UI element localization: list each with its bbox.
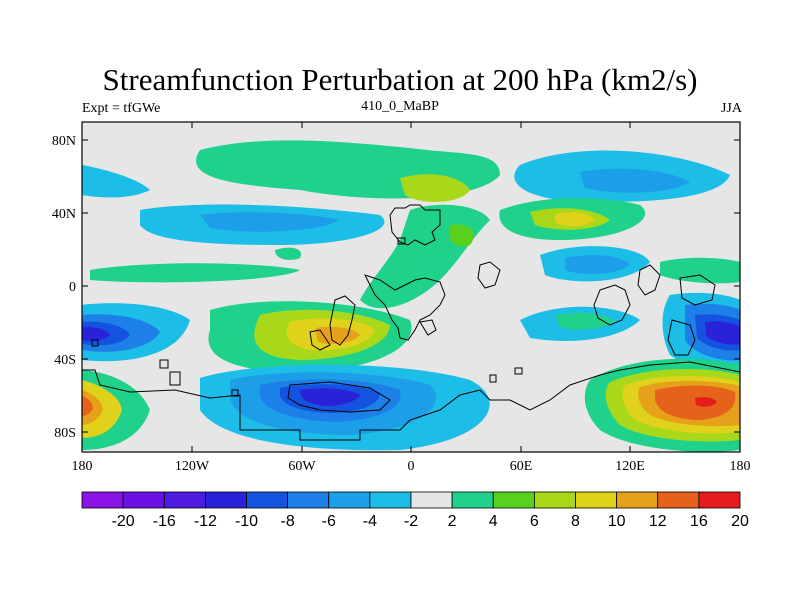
coast-small-4 (231, 389, 239, 397)
colorbar-label: -20 (112, 513, 135, 530)
lon-label-120e: 120E (615, 459, 645, 474)
colorbar-label: 8 (571, 513, 580, 530)
contour-0-blue2 (565, 255, 630, 275)
colorbar: -20 -16 -12 -10 -8 -6 -4 -2 2 4 6 8 10 12 16 20 (81, 491, 749, 530)
contour-sw-blue4 (82, 326, 110, 341)
contour-se60-red (655, 385, 736, 420)
coast-sa-island-1 (159, 359, 169, 369)
colorbar-box (492, 491, 535, 509)
colorbar-label: -12 (194, 513, 217, 530)
contour-small-green (275, 247, 301, 260)
colorbar-box (204, 491, 247, 509)
contour-east-green (660, 257, 740, 284)
lon-label-180e: 180 (730, 459, 751, 474)
contour-se-blue4 (705, 321, 740, 345)
coast-small-3 (514, 367, 523, 375)
lat-axis: 80N 40N 0 40S 80S (52, 134, 740, 441)
colorbar-box (657, 491, 700, 509)
lat-label-40s: 40S (54, 353, 76, 368)
colorbar-box (328, 491, 371, 509)
coast-australia-2 (667, 319, 696, 356)
right-string: JJA (720, 101, 742, 116)
colorbar-label: -10 (235, 513, 258, 530)
contour-40n-blue2 (200, 212, 340, 232)
contour-river-yellow (448, 224, 474, 247)
coastlines (82, 204, 740, 441)
left-string: Expt = tfGWe (82, 101, 161, 116)
colorbar-box (575, 491, 618, 509)
contour-40n-yellow2 (555, 212, 595, 227)
colorbar-label: -6 (322, 513, 336, 530)
colorbar-box (81, 491, 124, 509)
colorbar-label: -4 (363, 513, 377, 530)
colorbar-box (451, 491, 494, 509)
colorbar-label: 10 (608, 513, 626, 530)
lat-label-40n: 40N (52, 207, 76, 222)
colorbar-label: -8 (281, 513, 295, 530)
coast-antarctic-2 (287, 381, 391, 413)
lon-label-120w: 120W (175, 459, 210, 474)
plot-title: Streamfunction Perturbation at 200 hPa (… (102, 62, 698, 97)
contour-swc-red (82, 396, 93, 416)
coast-small-1 (91, 339, 99, 347)
contour-sc-blue5 (300, 388, 360, 406)
colorbar-box (163, 491, 206, 509)
colorbar-label: 16 (690, 513, 708, 530)
lat-label-80n: 80N (52, 134, 76, 149)
coast-asia-2 (637, 264, 661, 296)
coast-africa-1 (364, 274, 446, 341)
colorbar-label: 6 (530, 513, 539, 530)
lon-label-60w: 60W (288, 459, 316, 474)
colorbar-label: 12 (649, 513, 667, 530)
coast-asia-1 (593, 284, 631, 326)
coast-small-5 (397, 237, 406, 245)
colorbar-label: -16 (153, 513, 176, 530)
coast-sa-island-2 (169, 371, 181, 386)
coast-antarctic-1 (82, 361, 740, 441)
colorbar-box (410, 491, 453, 509)
coast-africa-2 (419, 319, 437, 336)
colorbar-box (287, 491, 330, 509)
contour-ne-blue2 (580, 168, 690, 193)
coast-india (477, 261, 501, 289)
colorbar-label: 2 (448, 513, 457, 530)
lon-axis: 180 120W 60W 0 60E 120E 180 (72, 122, 751, 474)
colorbar-box (122, 491, 165, 509)
contour-mid-green (555, 312, 615, 330)
coast-america-2 (329, 295, 356, 346)
coast-america-1 (309, 329, 331, 351)
center-string: 410_0_MaBP (361, 99, 439, 114)
contour-fill (82, 140, 740, 452)
contour-se60-red2 (695, 397, 717, 407)
lat-label-0: 0 (69, 280, 76, 295)
colorbar-box (533, 491, 576, 509)
contour-nw-blue (82, 165, 150, 198)
lat-label-80s: 80S (54, 426, 76, 441)
colorbar-label: 20 (731, 513, 749, 530)
contour-north-yellow (400, 174, 470, 202)
colorbar-label: 4 (489, 513, 498, 530)
coast-australia (679, 274, 716, 306)
lon-label-180w: 180 (72, 459, 93, 474)
colorbar-box (369, 491, 412, 509)
lon-label-0: 0 (408, 459, 415, 474)
colorbar-label: -2 (404, 513, 418, 530)
colorbar-box (698, 491, 741, 509)
colorbar-box (616, 491, 659, 509)
lon-label-60e: 60E (510, 459, 533, 474)
colorbar-box (246, 491, 289, 509)
contour-west-green (90, 263, 300, 283)
coast-small-2 (489, 374, 497, 383)
